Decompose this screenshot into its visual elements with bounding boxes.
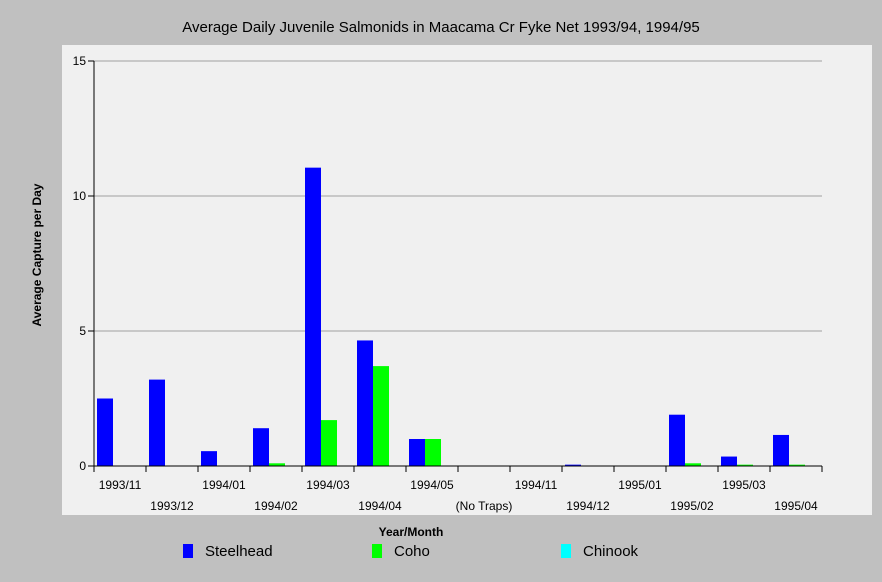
bar-steelhead xyxy=(565,464,581,466)
legend-swatch-chinook xyxy=(561,544,571,558)
legend-swatch-coho xyxy=(372,544,382,558)
y-tick-label: 5 xyxy=(79,324,86,338)
bar-coho xyxy=(425,439,441,466)
legend-swatch-steelhead xyxy=(183,544,193,558)
x-tick-label: 1994/01 xyxy=(202,478,246,492)
x-tick-label: 1995/03 xyxy=(722,478,766,492)
x-tick-label: 1995/01 xyxy=(618,478,662,492)
x-tick-label: 1995/04 xyxy=(774,499,818,513)
plot-area: 0 5 10 15 1993/11 1993/12 1994/01 1994/02 1994/0… xyxy=(73,54,823,513)
bar-steelhead xyxy=(773,434,789,466)
bar-coho xyxy=(269,463,285,466)
y-axis-label: Average Capture per Day xyxy=(30,183,44,327)
x-tick-label: 1994/11 xyxy=(515,478,558,492)
x-tick-label: 1995/02 xyxy=(670,499,714,513)
x-tick-label: 1994/02 xyxy=(254,499,298,513)
y-tick-label: 10 xyxy=(73,189,87,203)
bar-steelhead xyxy=(97,398,113,466)
chart-title: Average Daily Juvenile Salmonids in Maac… xyxy=(182,19,700,36)
bar-coho xyxy=(789,464,805,466)
bar-coho xyxy=(685,463,701,466)
x-tick-label: 1994/05 xyxy=(410,478,454,492)
x-tick-label: 1993/11 xyxy=(99,478,142,492)
x-tick-label: 1994/03 xyxy=(306,478,350,492)
bar-steelhead xyxy=(409,439,425,466)
legend-label-chinook: Chinook xyxy=(583,543,639,560)
x-axis-label: Year/Month xyxy=(378,525,444,539)
bar-steelhead xyxy=(253,428,269,466)
bar-steelhead xyxy=(721,456,737,466)
bar-steelhead xyxy=(669,414,685,466)
bar-coho xyxy=(737,464,753,466)
bar-coho xyxy=(373,366,389,466)
legend-label-coho: Coho xyxy=(394,543,430,560)
chart-panel: 0 5 10 15 1993/11 1993/12 1994/01 1994/02 1994/0… xyxy=(62,45,872,515)
x-tick-label: 1994/04 xyxy=(358,499,402,513)
bar-steelhead xyxy=(201,451,217,466)
y-tick-label: 0 xyxy=(79,459,86,473)
y-tick-label: 15 xyxy=(73,54,87,68)
x-tick-label: 1993/12 xyxy=(150,499,194,513)
x-tick-label: (No Traps) xyxy=(456,499,513,513)
bar-steelhead xyxy=(357,340,373,466)
bar-coho xyxy=(321,420,337,466)
legend-label-steelhead: Steelhead xyxy=(205,543,273,560)
bar-steelhead xyxy=(305,167,321,466)
bar-steelhead xyxy=(149,379,165,466)
x-tick-label: 1994/12 xyxy=(566,499,610,513)
